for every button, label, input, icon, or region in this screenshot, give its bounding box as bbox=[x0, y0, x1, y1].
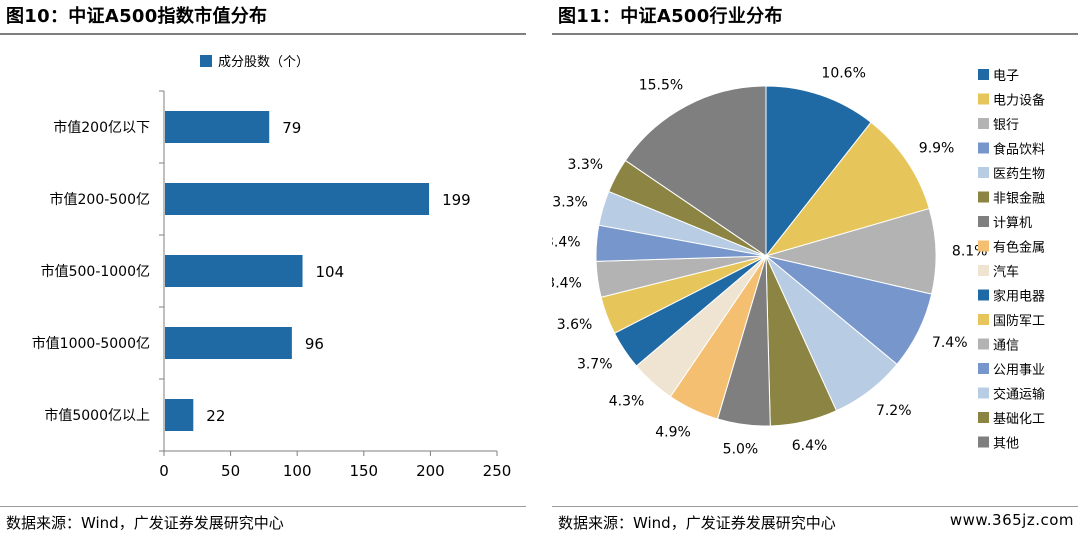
slice-value-label: 3.3% bbox=[552, 194, 588, 210]
x-tick-label: 100 bbox=[283, 462, 312, 480]
slice-value-label: 5.0% bbox=[723, 441, 759, 457]
title-divider bbox=[552, 33, 1078, 35]
legend-swatch bbox=[978, 118, 989, 129]
bar bbox=[165, 183, 430, 215]
legend-label: 有色金属 bbox=[993, 240, 1045, 256]
legend-label: 基础化工 bbox=[993, 412, 1045, 427]
market-cap-bar-chart: 成分股数（个） 0 50 100 150 200 250 79 市值200亿以下 199 市值200… bbox=[32, 55, 512, 480]
figure-11-title: 图11：中证A500行业分布 bbox=[558, 6, 783, 27]
market-cap-figure: 图10：中证A500指数市值分布 成分股数（个） 0 50 100 150 200 250 7… bbox=[0, 0, 528, 533]
legend-swatch bbox=[978, 191, 989, 203]
slice-value-label: 4.3% bbox=[609, 393, 645, 409]
category-label: 市值1000-5000亿 bbox=[32, 335, 150, 352]
watermark: www.365jz.com bbox=[949, 511, 1074, 529]
slice-value-label: 3.6% bbox=[557, 317, 593, 333]
legend-swatch bbox=[200, 55, 212, 67]
bar-value-label: 96 bbox=[305, 335, 324, 353]
legend-swatch bbox=[978, 69, 989, 80]
legend-label: 国防军工 bbox=[993, 313, 1045, 329]
legend-swatch bbox=[978, 412, 989, 423]
category-label: 市值200亿以下 bbox=[53, 119, 150, 136]
legend-label: 汽车 bbox=[993, 264, 1019, 280]
bar-value-label: 104 bbox=[316, 263, 345, 281]
slice-value-label: 7.4% bbox=[932, 335, 968, 351]
legend-label: 医药生物 bbox=[993, 167, 1045, 182]
x-tick-label: 50 bbox=[221, 462, 240, 480]
legend-label: 其他 bbox=[993, 437, 1019, 452]
source-divider bbox=[0, 506, 526, 507]
legend-label: 银行 bbox=[993, 118, 1019, 133]
legend-swatch bbox=[978, 387, 989, 399]
source-note: 数据来源：Wind，广发证券发展研究中心 bbox=[6, 514, 284, 532]
legend-swatch bbox=[978, 142, 989, 154]
bar-value-label: 22 bbox=[206, 407, 225, 425]
legend-swatch bbox=[978, 289, 989, 301]
industry-pie-chart: 10.6%9.9%8.1%7.4%7.2%6.4%5.0%4.9%4.3%3.7… bbox=[552, 66, 1045, 458]
pie bbox=[595, 85, 937, 427]
slice-value-label: 9.9% bbox=[919, 140, 955, 156]
slice-value-label: 10.6% bbox=[821, 66, 865, 82]
x-tick-label: 150 bbox=[349, 462, 378, 480]
legend-label: 家用电器 bbox=[993, 289, 1045, 305]
pie-slice bbox=[764, 121, 930, 257]
category-label: 市值5000亿以上 bbox=[44, 407, 150, 424]
legend: 成分股数（个） bbox=[200, 55, 309, 70]
bar bbox=[165, 327, 292, 359]
source-divider bbox=[552, 506, 1078, 507]
legend-swatch bbox=[978, 240, 989, 252]
legend-swatch bbox=[978, 167, 989, 178]
x-tick-label: 0 bbox=[159, 462, 169, 480]
slice-value-label: 3.7% bbox=[577, 357, 613, 373]
bar bbox=[165, 399, 194, 431]
bar bbox=[165, 111, 270, 143]
x-tick-label: 250 bbox=[483, 462, 512, 480]
legend-label: 电子 bbox=[993, 69, 1019, 84]
legend-label: 交通运输 bbox=[993, 387, 1045, 403]
slice-value-label: 15.5% bbox=[639, 78, 683, 94]
bar-value-label: 199 bbox=[442, 191, 471, 209]
category-label: 市值500-1000亿 bbox=[41, 263, 150, 280]
legend-swatch bbox=[978, 338, 989, 350]
x-tick-label: 200 bbox=[416, 462, 445, 480]
bar-value-label: 79 bbox=[282, 119, 301, 137]
pie-slice bbox=[624, 85, 767, 257]
legend-swatch bbox=[978, 216, 989, 227]
pie-slice bbox=[765, 85, 872, 258]
slice-value-label: 3.4% bbox=[552, 276, 582, 292]
legend-swatch bbox=[978, 265, 989, 276]
source-note: 数据来源：Wind，广发证券发展研究中心 bbox=[558, 514, 836, 532]
title-divider bbox=[0, 33, 526, 35]
legend-label: 电力设备 bbox=[993, 93, 1045, 109]
industry-figure: 图11：中证A500行业分布 10.6% 9.9% 8.1% 7.4% 7.2% 6.4%… bbox=[552, 0, 1080, 533]
legend-label: 公用事业 bbox=[993, 363, 1045, 378]
legend-swatch bbox=[978, 93, 989, 105]
pie-legend: 电子电力设备银行食品饮料医药生物非银金融计算机有色金属汽车家用电器国防军工通信公… bbox=[978, 69, 1045, 452]
bar bbox=[165, 255, 303, 287]
slice-value-label: 7.2% bbox=[876, 403, 912, 419]
figure-10-title: 图10：中证A500指数市值分布 bbox=[6, 6, 268, 27]
legend-label: 成分股数（个） bbox=[218, 55, 309, 70]
slice-value-label: 3.3% bbox=[568, 157, 604, 173]
slice-value-label: 3.4% bbox=[552, 234, 581, 250]
legend-label: 计算机 bbox=[993, 216, 1032, 231]
category-label: 市值200-500亿 bbox=[50, 191, 151, 208]
legend-swatch bbox=[978, 363, 989, 374]
slice-value-label: 4.9% bbox=[655, 424, 691, 440]
legend-label: 非银金融 bbox=[993, 191, 1045, 207]
legend-swatch bbox=[978, 436, 989, 448]
slice-value-label: 6.4% bbox=[792, 438, 828, 454]
legend-label: 通信 bbox=[993, 339, 1019, 354]
legend-swatch bbox=[978, 314, 989, 325]
legend-label: 食品饮料 bbox=[993, 142, 1045, 158]
